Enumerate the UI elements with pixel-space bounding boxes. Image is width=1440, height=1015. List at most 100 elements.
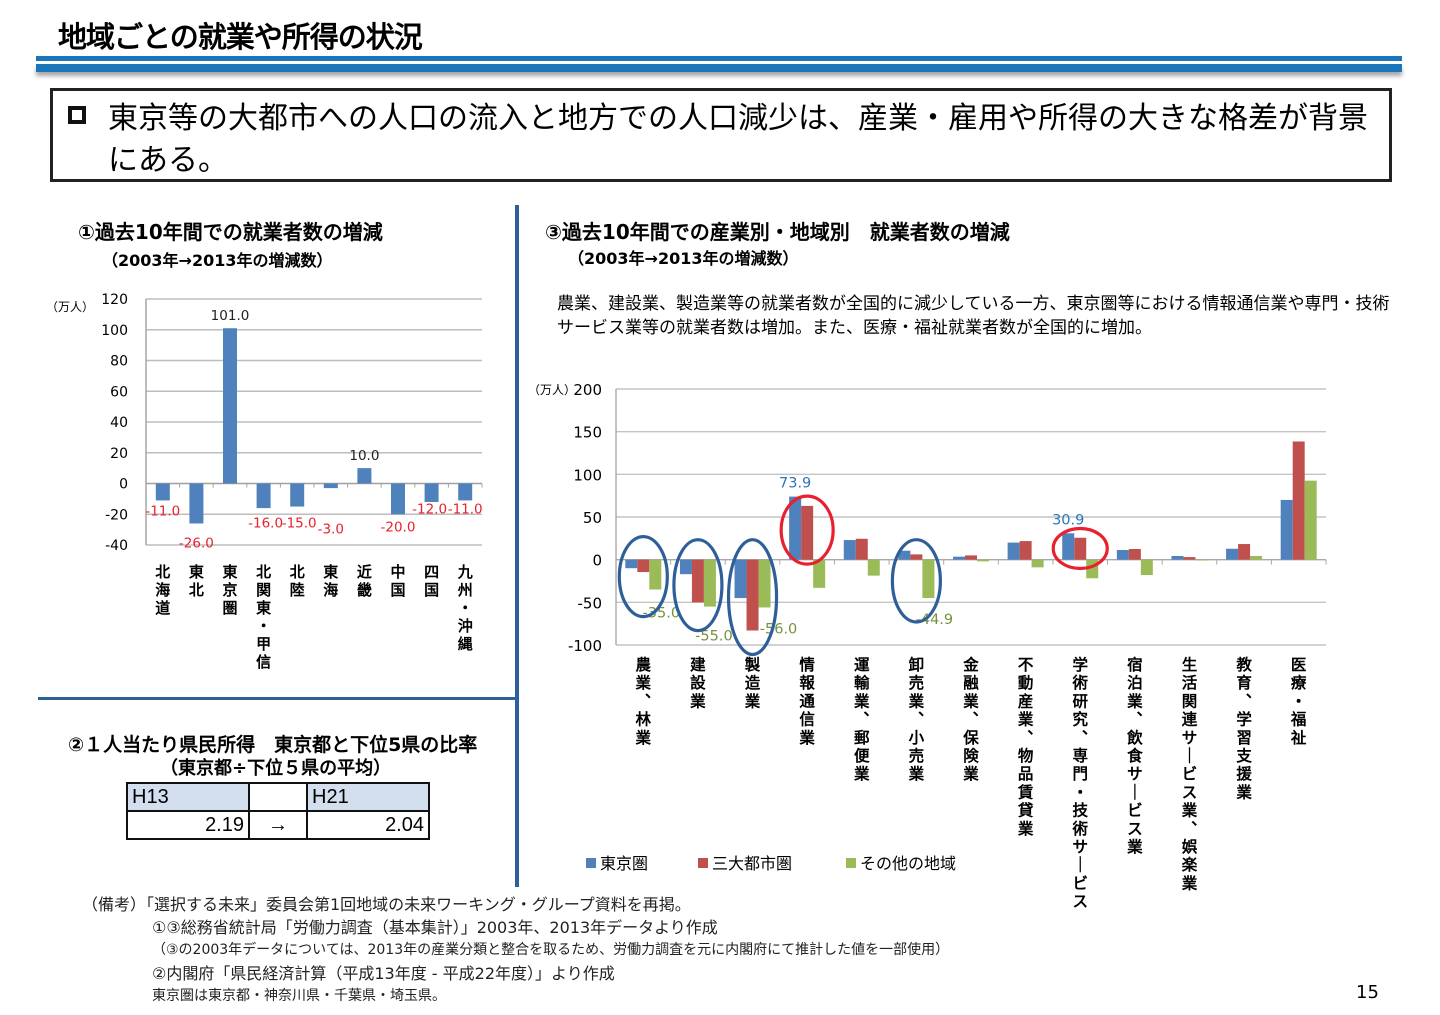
svg-text:援: 援 (1236, 764, 1252, 783)
svg-text:ス: ス (1182, 783, 1198, 801)
svg-text:建: 建 (690, 656, 706, 674)
decrease-highlight-circle (890, 538, 942, 624)
svg-text:業: 業 (853, 691, 870, 710)
x-category-label: 北海道 (155, 563, 170, 617)
bar-other (1195, 559, 1208, 561)
x-category-label: 卸売業︑小売業 (908, 655, 925, 783)
square-bullet-icon (68, 106, 86, 124)
svg-text:生: 生 (1182, 655, 1198, 674)
svg-text:北: 北 (155, 563, 170, 581)
x-category-label: 東京圏 (222, 563, 237, 617)
svg-text:ス: ス (1072, 893, 1088, 910)
svg-text:学: 学 (1072, 655, 1088, 674)
x-category-label: 医療・福祉 (1290, 656, 1307, 747)
svg-text:沖: 沖 (458, 617, 473, 635)
x-category-label: 農業︑林業 (635, 655, 652, 747)
svg-text:林: 林 (636, 710, 652, 729)
svg-text:療: 療 (1291, 673, 1307, 692)
svg-text:運: 運 (854, 656, 870, 674)
title-rule (36, 56, 1402, 61)
bar-other (922, 559, 935, 598)
page-title: 地域ごとの就業や所得の状況 (58, 20, 423, 54)
svg-text:食: 食 (1126, 746, 1143, 765)
svg-text:・: ・ (256, 617, 271, 635)
page-number: 15 (1356, 982, 1379, 1003)
arrow-icon: → (248, 810, 308, 840)
y-tick-label: 80 (110, 354, 128, 370)
bar-tokyo (734, 559, 747, 599)
svg-text:信: 信 (799, 710, 815, 729)
svg-text:業: 業 (962, 764, 979, 783)
svg-text:サ: サ (1127, 765, 1143, 783)
svg-text:福: 福 (1290, 710, 1307, 729)
svg-text:ビ: ビ (1182, 765, 1198, 783)
bar-three-metro (910, 554, 923, 560)
svg-text:業: 業 (1181, 801, 1198, 820)
svg-text:縄: 縄 (458, 635, 473, 653)
svg-text:究: 究 (1072, 710, 1088, 729)
svg-text:育: 育 (1236, 673, 1252, 692)
x-category-label: 九州・沖縄 (457, 563, 473, 653)
bar-other (1031, 559, 1044, 568)
svg-text:ビ: ビ (1127, 802, 1143, 820)
svg-text:習: 習 (1236, 729, 1252, 747)
y-axis-unit: （万人） (528, 383, 576, 397)
svg-text:娯: 娯 (1182, 837, 1198, 856)
svg-text:四: 四 (424, 563, 439, 581)
svg-text:物: 物 (1018, 746, 1034, 765)
bar-other (1250, 555, 1263, 560)
table-value-row: 2.19 → 2.04 (126, 810, 430, 840)
x-category-label: 中国 (390, 563, 405, 599)
svg-text:業: 業 (798, 728, 815, 747)
data-label: -35.0 (643, 606, 681, 622)
svg-text:海: 海 (155, 581, 170, 599)
svg-text:金: 金 (962, 655, 979, 674)
data-label: 10.0 (349, 448, 379, 464)
svg-text:︑: ︑ (1182, 820, 1198, 838)
x-category-label: 宿泊業︑飲食サ｜ビス業 (1126, 655, 1143, 856)
bar-other (867, 559, 880, 576)
svg-text:宿: 宿 (1127, 655, 1143, 674)
svg-text:京: 京 (222, 581, 237, 599)
legend-swatch (698, 858, 708, 868)
decrease-highlight-circle (617, 535, 669, 619)
svg-text:教: 教 (1236, 655, 1252, 674)
data-label: 101.0 (211, 308, 250, 324)
svg-text:陸: 陸 (290, 581, 305, 599)
remark-line: 東京圏は東京都・神奈川県・千葉県・埼玉県。 (152, 988, 446, 1004)
svg-text:連: 連 (1182, 710, 1198, 729)
summary-box (50, 88, 1392, 182)
svg-text:東: 東 (323, 563, 338, 581)
y-tick-label: 20 (110, 446, 128, 462)
svg-text:学: 学 (1236, 710, 1252, 729)
bar (155, 483, 170, 501)
svg-text:輸: 輸 (854, 673, 870, 692)
svg-text:業: 業 (908, 764, 925, 783)
svg-text:中: 中 (390, 563, 405, 581)
svg-text:甲: 甲 (256, 635, 271, 653)
header-h13: H13 (126, 782, 250, 812)
bar (391, 483, 405, 515)
bar-tokyo (1007, 542, 1020, 560)
svg-text:国: 国 (424, 581, 439, 599)
data-label: 30.9 (1052, 512, 1084, 528)
x-category-label: 製造業 (744, 655, 761, 710)
svg-text:畿: 畿 (357, 581, 372, 599)
svg-text:︑: ︑ (1236, 692, 1252, 710)
svg-text:通: 通 (799, 692, 815, 710)
chart-employment-by-region: 120100806040200-20-40（万人）-11.0北海道-26.0東北… (46, 292, 483, 671)
svg-text:業: 業 (1126, 837, 1143, 856)
bar-tokyo (1280, 499, 1293, 560)
remark-line: ②内閣府「県民経済計算（平成13年度 - 平成22年度）」より作成 (152, 964, 615, 983)
svg-text:融: 融 (963, 674, 979, 692)
x-category-label: 北関東・甲信 (256, 563, 271, 671)
svg-text:｜: ｜ (1127, 783, 1143, 801)
y-tick-label: -40 (105, 538, 128, 554)
section2-subtitle: （東京都÷下位５県の平均） (160, 758, 392, 779)
svg-text:州: 州 (457, 581, 473, 599)
remarks: （備考）「選択する未来」委員会第1回地域の未来ワーキング・グループ資料を再掲。 … (82, 893, 949, 1008)
remark-line: ①③総務省統計局「労働力調査（基本集計）」2003年、2013年データより作成 (152, 918, 718, 937)
horizontal-divider (38, 697, 516, 700)
remark-line: （③の2003年データについては、2013年の産業分類と整合を取るため、労働力調… (152, 942, 950, 958)
